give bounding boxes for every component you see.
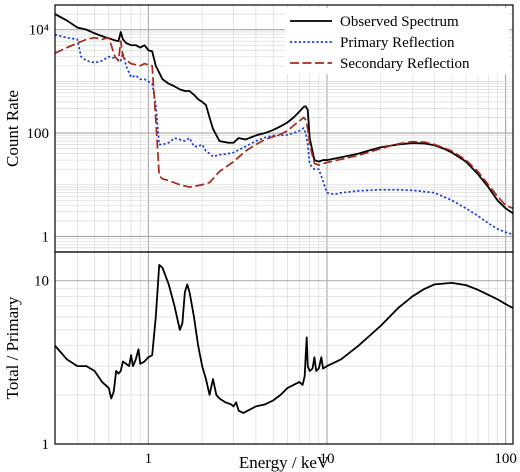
top-y-axis-label: Count Rate [3, 90, 22, 167]
bottom-y-tick-label: 10 [34, 274, 49, 290]
top-y-tick-label: 100 [27, 126, 50, 142]
bottom-y-axis-label: Total / Primary [3, 296, 22, 399]
legend-label: Secondary Reflection [340, 56, 470, 72]
top-series-line-primary-reflection [55, 33, 513, 236]
legend-label: Observed Spectrum [340, 14, 459, 30]
bottom-x-tick-label: 100 [494, 451, 517, 467]
bottom-x-tick-label: 10 [319, 451, 334, 467]
top-y-tick-label: 1 [42, 229, 50, 245]
top-series-line-secondary-reflection [55, 36, 513, 210]
bottom-x-axis-label: Energy / keV [239, 453, 330, 472]
top-panel: 1 100 10⁴ Count Rate Observed Spectrum Primar… [3, 4, 514, 253]
bottom-y-tick-label: 1 [42, 437, 50, 453]
bottom-series-line-ratio [55, 264, 513, 414]
legend-label: Primary Reflection [340, 35, 455, 51]
bottom-panel: 1 10 100 1 10 Total / Primary Energy / keV [3, 251, 517, 472]
bottom-plot-frame [54, 251, 514, 445]
legend: Observed Spectrum Primary Reflection Secon… [285, 8, 509, 74]
bottom-x-tick-label: 1 [145, 451, 153, 467]
top-y-tick-label: 10⁴ [29, 23, 49, 39]
